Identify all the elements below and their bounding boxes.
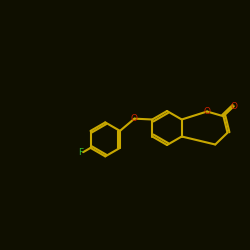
Text: F: F: [78, 148, 83, 157]
Text: O: O: [204, 107, 210, 116]
Text: O: O: [131, 114, 138, 123]
Text: O: O: [230, 102, 237, 111]
